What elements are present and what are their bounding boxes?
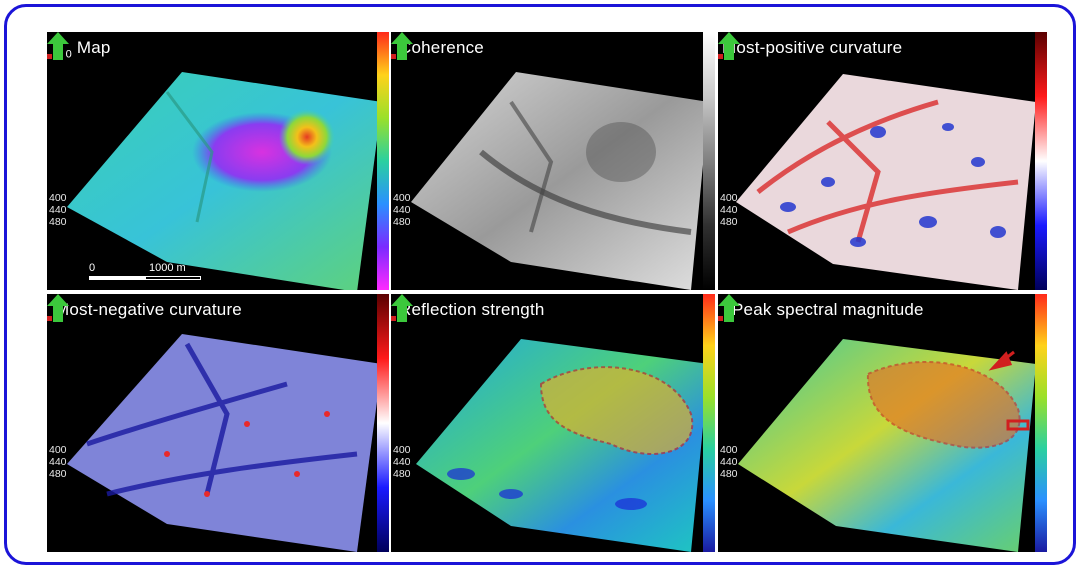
depth-axis-ticks: 400 440 480: [720, 444, 738, 480]
coherence-surface: [411, 72, 709, 290]
panel-title: Coherence: [399, 38, 484, 57]
panel-title: Most-negative curvature: [55, 300, 242, 319]
colorbar: [703, 294, 715, 552]
t0-map-surface: [67, 72, 382, 290]
depth-axis-ticks: 400 440 480: [393, 192, 411, 228]
north-arrow-icon: [47, 32, 69, 60]
depth-axis-ticks: 400 440 480: [49, 444, 67, 480]
scale-bar: 0 1000 m: [89, 262, 309, 284]
panel-reflection-strength: Reflection strength 400 440 480: [391, 294, 715, 552]
north-arrow-icon: [391, 294, 413, 322]
panel-title: Most-positive curvature: [722, 38, 903, 57]
north-arrow-icon: [391, 32, 413, 60]
positive-curvature-surface: [736, 74, 1036, 290]
panel-peak-spectral-magnitude: Peak spectral magnitude 400 440 480: [718, 294, 1047, 552]
reflection-strength-surface: [416, 339, 709, 552]
north-arrow-icon: [47, 294, 69, 322]
negative-curvature-surface: [67, 334, 382, 552]
panel-title: Peak spectral magnitude: [732, 300, 924, 319]
colorbar: [1035, 294, 1047, 552]
depth-axis-ticks: 400 440 480: [393, 444, 411, 480]
colorbar: [1035, 32, 1047, 290]
panel-coherence: Coherence 400 440 480: [391, 32, 715, 290]
panel-most-negative-curvature: Most-negative curvature 400 440 480: [47, 294, 389, 552]
depth-axis-ticks: 400 440 480: [49, 192, 67, 228]
north-arrow-icon: [718, 294, 740, 322]
depth-axis-ticks: 400 440 480: [720, 192, 738, 228]
peak-spectral-surface: [738, 339, 1036, 552]
north-arrow-icon: [718, 32, 740, 60]
panel-most-positive-curvature: Most-positive curvature 400 440 480: [718, 32, 1047, 290]
colorbar: [377, 294, 389, 552]
colorbar: [377, 32, 389, 290]
colorbar: [703, 32, 715, 290]
panel-title: Reflection strength: [399, 300, 545, 319]
